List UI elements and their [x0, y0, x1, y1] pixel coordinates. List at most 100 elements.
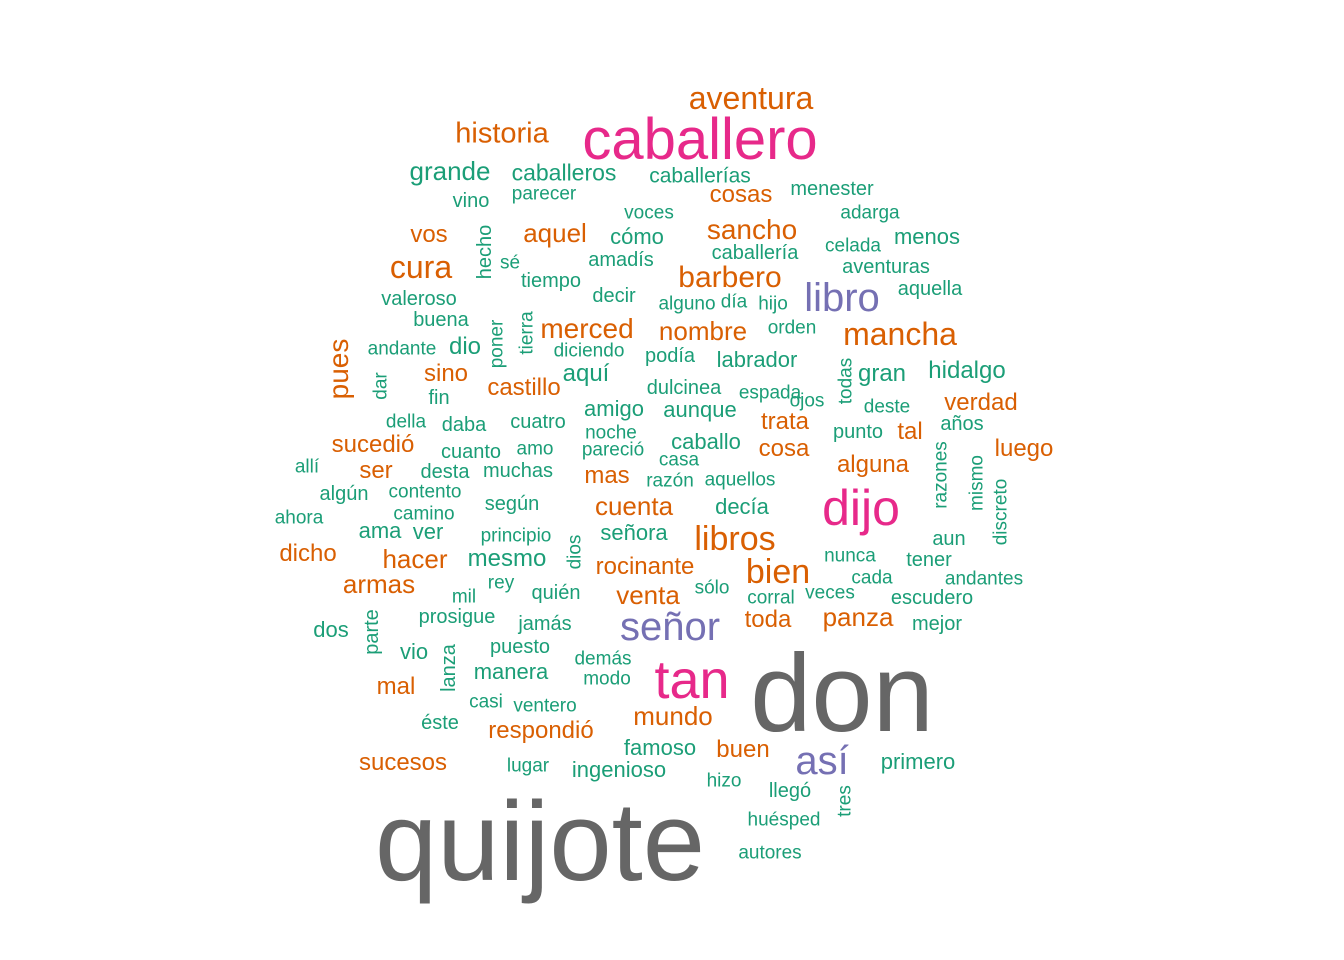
word-ahora: ahora: [274, 507, 324, 529]
word-todas: todas: [835, 357, 857, 405]
word-parecio: pareció: [581, 439, 645, 461]
word-trata: trata: [760, 408, 810, 435]
word-mejor: mejor: [911, 613, 963, 635]
word-valeroso: valeroso: [381, 288, 457, 310]
word-dia: día: [720, 291, 748, 313]
word-celada: celada: [825, 235, 881, 257]
word-noche: noche: [585, 422, 637, 444]
word-alguno: alguno: [658, 293, 716, 315]
word-tiempo: tiempo: [520, 270, 582, 292]
word-amo: amo: [516, 438, 554, 460]
word-amigo: amigo: [584, 396, 644, 421]
word-dio: dio: [448, 333, 482, 360]
word-mancha: mancha: [843, 316, 957, 352]
word-podia: podía: [644, 345, 696, 367]
word-aquellos: aquellos: [704, 469, 776, 491]
word-grande: grande: [409, 156, 491, 186]
word-buena: buena: [413, 309, 469, 331]
word-caballeria: caballería: [711, 242, 799, 264]
word-respondio: respondió: [488, 717, 594, 744]
word-barbero: barbero: [678, 261, 782, 294]
word-segun: según: [484, 493, 540, 515]
word-dar: dar: [370, 372, 392, 400]
word-hacer: hacer: [382, 544, 448, 574]
word-aunque: aunque: [663, 397, 737, 422]
word-rocinante: rocinante: [595, 553, 695, 580]
word-desta: desta: [420, 461, 470, 483]
word-sucesos: sucesos: [358, 749, 448, 776]
word-solo: sólo: [694, 577, 730, 599]
word-manera: manera: [473, 659, 549, 684]
word-autores: autores: [738, 842, 802, 864]
word-historia: historia: [455, 117, 549, 150]
word-menos: menos: [893, 224, 961, 249]
word-punto: punto: [832, 421, 884, 443]
word-dijo: dijo: [822, 480, 900, 536]
word-mal: mal: [376, 673, 416, 700]
word-ojos: ojos: [789, 390, 825, 412]
word-nunca: nunca: [824, 545, 876, 567]
word-buen: buen: [716, 736, 770, 763]
word-hizo: hizo: [706, 770, 742, 792]
word-casa: casa: [658, 449, 700, 471]
word-parte: parte: [361, 609, 383, 655]
word-discreto: discreto: [990, 478, 1012, 546]
word-espada: espada: [738, 382, 802, 404]
word-hijo: hijo: [758, 293, 788, 315]
word-adarga: adarga: [840, 202, 900, 224]
word-corral: corral: [747, 587, 795, 609]
word-asi: así: [795, 739, 849, 783]
word-daba: daba: [441, 414, 487, 436]
word-fin: fin: [428, 387, 450, 409]
word-hecho: hecho: [474, 224, 496, 280]
word-caballo: caballo: [671, 429, 741, 454]
word-andantes: andantes: [944, 568, 1024, 590]
word-alguna: alguna: [836, 451, 910, 478]
word-decia: decía: [715, 494, 769, 519]
word-caballero: caballero: [582, 107, 818, 172]
word-luego: luego: [994, 435, 1054, 462]
word-bien: bien: [745, 553, 811, 591]
word-merced: merced: [540, 313, 634, 344]
word-mil: mil: [451, 586, 477, 608]
word-mas: mas: [584, 462, 630, 489]
word-menester: menester: [790, 178, 874, 200]
word-libro: libro: [804, 276, 880, 320]
word-modo: modo: [583, 668, 631, 690]
word-sancho: sancho: [706, 214, 798, 245]
word-razones: razones: [930, 441, 952, 509]
word-principio: principio: [480, 525, 552, 547]
word-llego: llegó: [768, 780, 812, 802]
word-huesped: huésped: [747, 809, 821, 831]
word-camino: camino: [393, 503, 455, 525]
word-mesmo: mesmo: [467, 545, 547, 572]
word-anos: años: [940, 413, 984, 435]
word-aqui: aquí: [562, 360, 610, 387]
word-cuatro: cuatro: [510, 411, 566, 433]
word-armas: armas: [342, 569, 416, 599]
word-mundo: mundo: [633, 701, 713, 731]
word-diciendo: diciendo: [553, 340, 625, 362]
word-ama: ama: [358, 518, 402, 543]
word-lanza: lanza: [438, 644, 460, 692]
word-aun: aun: [932, 528, 966, 550]
word-toda: toda: [744, 606, 792, 633]
word-gran: gran: [857, 360, 907, 387]
word-cura: cura: [389, 249, 453, 285]
word-orden: orden: [767, 317, 817, 339]
word-castillo: castillo: [487, 374, 561, 401]
word-tener: tener: [906, 549, 952, 571]
word-algun: algún: [319, 483, 369, 505]
word-ventero: ventero: [513, 695, 577, 717]
word-andante: andante: [367, 338, 437, 360]
word-caballerias: caballerías: [649, 164, 751, 188]
word-dios: dios: [564, 534, 586, 570]
word-como: cómo: [610, 224, 664, 249]
word-primero: primero: [880, 749, 956, 774]
word-senora: señora: [600, 520, 668, 545]
word-tres: tres: [834, 785, 856, 817]
word-nombre: nombre: [658, 316, 748, 346]
word-decir: decir: [592, 285, 636, 307]
word-puesto: puesto: [489, 636, 551, 658]
